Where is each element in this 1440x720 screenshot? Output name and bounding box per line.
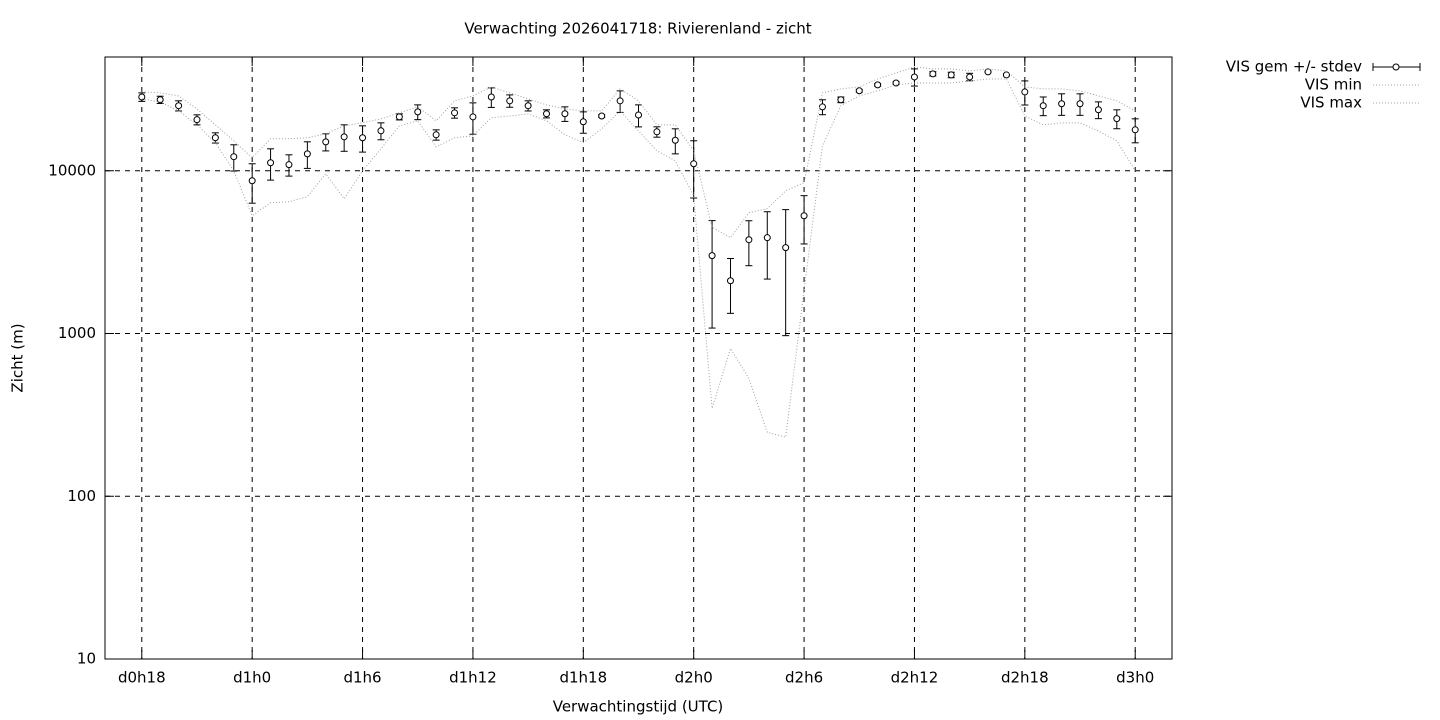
point: [653, 128, 661, 136]
point: [451, 109, 459, 117]
point: [1021, 88, 1029, 96]
x-tick-label: d1h0: [233, 669, 271, 687]
point: [671, 136, 679, 144]
point: [837, 96, 845, 104]
point: [708, 252, 716, 260]
point: [377, 127, 385, 135]
line: [141, 66, 1136, 239]
point: [359, 134, 367, 142]
x-tick-label: d2h18: [1001, 669, 1049, 687]
point: [414, 108, 422, 116]
point: [175, 102, 183, 110]
x-tick-label: d2h12: [891, 669, 939, 687]
point: [156, 96, 164, 104]
x-axis-label: Verwachtingstijd (UTC): [553, 698, 724, 716]
x-tick-label: d1h18: [559, 669, 607, 687]
point: [947, 71, 955, 79]
point: [635, 111, 642, 119]
point: [892, 79, 900, 87]
line: [141, 78, 1136, 438]
point: [984, 68, 992, 76]
point: [1131, 126, 1139, 134]
x-tick-label: d0h18: [118, 669, 166, 687]
y-tick-label: 100: [67, 487, 96, 505]
point: [322, 138, 330, 146]
point: [543, 110, 551, 118]
point: [966, 73, 974, 81]
point: [1076, 100, 1084, 108]
point: [1113, 115, 1121, 123]
point: [800, 212, 808, 220]
point: [874, 81, 882, 89]
point: [579, 118, 587, 126]
point: [487, 93, 495, 101]
point: [561, 110, 569, 118]
legend-label: VIS min: [1305, 76, 1362, 94]
point: [929, 70, 937, 78]
point: [763, 234, 771, 242]
point: [616, 97, 624, 105]
point: [340, 133, 348, 141]
point: [690, 160, 698, 168]
point: [303, 150, 311, 158]
point: [1002, 71, 1010, 79]
x-tick-label: d2h6: [785, 669, 823, 687]
y-axis-label: Zicht (m): [9, 323, 27, 392]
point: [910, 73, 918, 81]
y-tick-label: 1000: [58, 324, 96, 342]
x-tick-label: d2h0: [675, 669, 713, 687]
x-tick-label: d1h6: [343, 669, 381, 687]
legend-label: VIS max: [1300, 94, 1362, 112]
point: [855, 87, 863, 95]
legend-sample: [1392, 63, 1400, 71]
point: [469, 113, 477, 121]
point: [211, 134, 219, 142]
plot-frame: [104, 56, 1173, 660]
point: [1058, 100, 1066, 108]
point: [524, 102, 532, 110]
point: [782, 244, 790, 252]
point: [506, 97, 514, 105]
point: [395, 113, 403, 121]
y-tick-label: 10000: [48, 161, 96, 179]
point: [726, 277, 734, 285]
x-tick-label: d1h12: [449, 669, 497, 687]
y-tick-label: 10: [77, 650, 96, 668]
point: [230, 153, 238, 161]
point: [432, 131, 440, 139]
point: [818, 103, 826, 111]
point: [193, 116, 201, 124]
point: [248, 177, 256, 185]
x-tick-label: d3h0: [1116, 669, 1154, 687]
point: [1039, 102, 1047, 110]
point: [1094, 106, 1102, 114]
legend-label: VIS gem +/- stdev: [1226, 58, 1362, 76]
point: [138, 93, 146, 101]
point: [285, 161, 293, 169]
point: [598, 112, 606, 120]
point: [267, 159, 275, 167]
point: [745, 236, 753, 244]
chart-title: Verwachting 2026041718: Rivierenland - z…: [464, 20, 811, 38]
